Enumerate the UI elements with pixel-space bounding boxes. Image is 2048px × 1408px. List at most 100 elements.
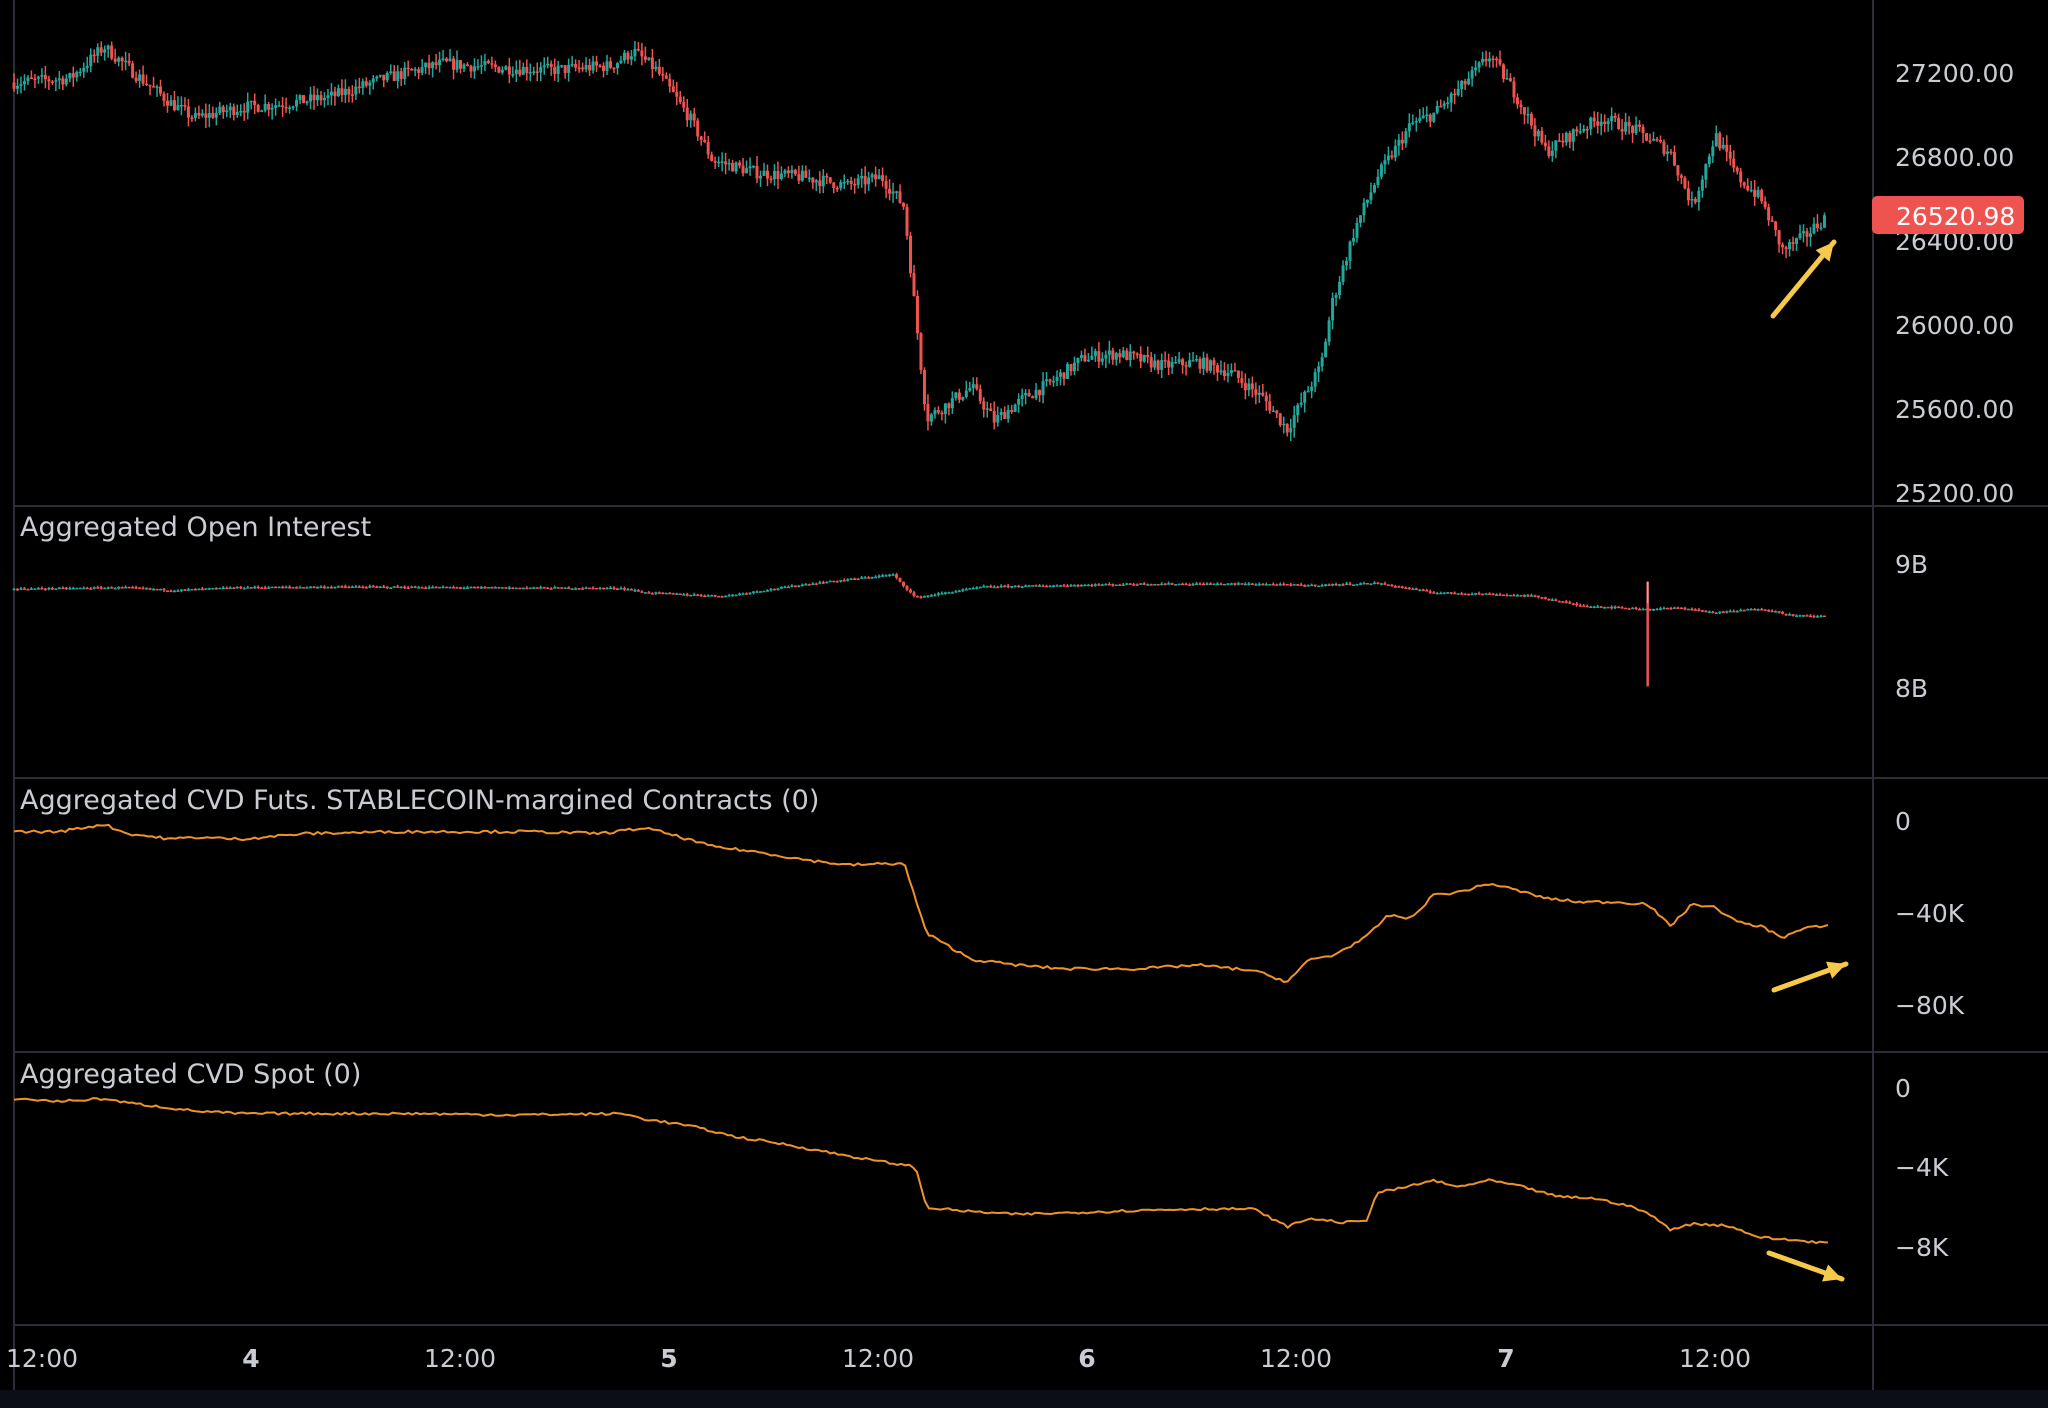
candle-body: [1317, 585, 1321, 588]
cvd-futures-pane[interactable]: [13, 823, 1829, 983]
candle-body: [472, 586, 476, 589]
candle-body: [1285, 583, 1289, 586]
candle-body: [1561, 140, 1565, 143]
cvd-spot-pane[interactable]: [13, 1097, 1828, 1245]
candle-body: [452, 58, 456, 70]
candle-body: [1767, 610, 1771, 612]
candle-body: [1303, 585, 1307, 587]
candle-body: [940, 593, 944, 595]
candle-body: [1181, 359, 1185, 366]
candle-body: [1460, 593, 1464, 595]
candle-body: [207, 113, 211, 118]
candle-body: [1746, 609, 1750, 611]
candle-body: [176, 590, 180, 592]
candle-body: [1275, 584, 1279, 586]
candle-body: [978, 586, 982, 589]
candle-body: [1620, 607, 1624, 609]
candle-body: [1658, 608, 1662, 610]
candle-body: [874, 576, 878, 579]
candle-body: [1732, 158, 1736, 168]
candle-body: [103, 587, 107, 590]
candle-body: [1735, 167, 1739, 172]
candle-body: [1352, 237, 1356, 242]
candle-body: [1045, 585, 1049, 588]
candle-body: [1243, 383, 1247, 391]
candle-body: [1027, 585, 1031, 587]
candle-body: [584, 587, 588, 590]
candle-body: [225, 587, 229, 590]
candle-body: [1453, 93, 1457, 96]
candle-body: [274, 105, 278, 108]
candle-body: [528, 72, 532, 74]
candle-body: [1540, 130, 1544, 143]
candle-body: [1753, 189, 1757, 197]
candle-body: [465, 587, 469, 589]
candle-body: [312, 586, 316, 589]
candle-body: [1638, 124, 1642, 127]
candle-body: [877, 575, 881, 578]
candle-body: [1027, 392, 1031, 397]
candle-body: [479, 587, 483, 589]
candle-body: [961, 589, 965, 591]
candle-body: [284, 586, 288, 589]
candle-body: [1575, 129, 1579, 132]
candle-body: [1278, 583, 1282, 586]
candle-body: [786, 170, 790, 174]
open-interest-pane[interactable]: [12, 572, 1826, 687]
candle-body: [985, 586, 989, 588]
candle-body: [1034, 585, 1038, 587]
candle-body: [1547, 146, 1551, 156]
candle-body: [396, 586, 400, 588]
candle-body: [270, 107, 274, 110]
candle-body: [1749, 608, 1753, 611]
candle-body: [1756, 608, 1760, 611]
candle-body: [1390, 584, 1394, 587]
candle-body: [375, 586, 379, 588]
candle-body: [884, 575, 888, 577]
candle-body: [141, 587, 145, 590]
candle-body: [1257, 392, 1261, 395]
candle-body: [1533, 125, 1537, 137]
candle-body: [1550, 599, 1554, 601]
candle-body: [1327, 584, 1331, 587]
candle-body: [1564, 601, 1568, 603]
candle-body: [1606, 606, 1610, 609]
candle-body: [895, 191, 899, 193]
candle-body: [1289, 584, 1293, 586]
candle-body: [1474, 593, 1478, 595]
candle-body: [43, 588, 47, 591]
candle-body: [315, 95, 319, 101]
candle-body: [1289, 427, 1293, 433]
candle-body: [992, 586, 996, 589]
candle-body: [420, 587, 424, 589]
candle-body: [1202, 357, 1206, 369]
candle-body: [821, 582, 825, 584]
candle-body: [1362, 202, 1366, 216]
candle-body: [790, 169, 794, 174]
candle-body: [528, 587, 532, 590]
candle-body: [1031, 396, 1035, 399]
candle-body: [1550, 150, 1554, 156]
candle-body: [1135, 353, 1139, 356]
candle-body: [825, 581, 829, 584]
candle-body: [15, 588, 19, 591]
candle-body: [633, 48, 637, 57]
bottom-strip: [0, 1390, 2048, 1408]
price-pane[interactable]: [12, 40, 1826, 441]
candle-body: [1327, 320, 1331, 342]
candle-body: [57, 78, 61, 81]
candle-body: [1177, 359, 1181, 362]
candle-body: [999, 412, 1003, 415]
candle-body: [1526, 113, 1530, 116]
candle-body: [1282, 423, 1286, 426]
candle-body: [277, 105, 281, 107]
candle-body: [1519, 104, 1523, 108]
candle-body: [846, 180, 850, 183]
candle-body: [1393, 145, 1397, 158]
candle-body: [1495, 594, 1499, 596]
candle-body: [1742, 609, 1746, 612]
candle-body: [1017, 398, 1021, 405]
candle-body: [1725, 611, 1729, 613]
